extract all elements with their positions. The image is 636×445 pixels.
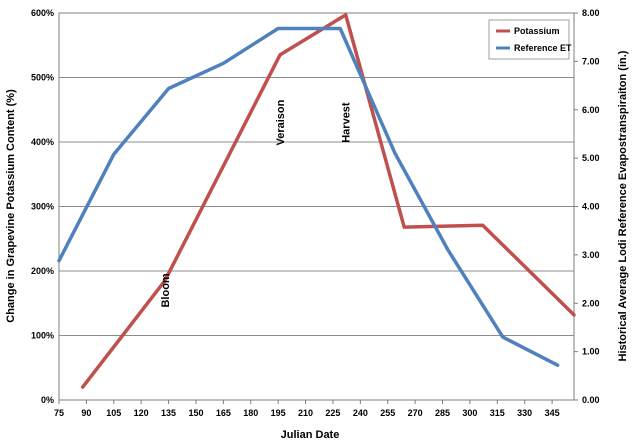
y-right-axis-ticks: 0.00 1.00 2.00 3.00 4.00 5.00 6.00 7.00 8.00 (574, 8, 600, 405)
x-axis-title: Julian Date (281, 429, 340, 441)
y-left-tick-label: 0% (41, 395, 54, 405)
x-tick-label: 120 (134, 408, 149, 418)
annotation-harvest: Harvest (341, 102, 353, 143)
x-tick-label: 195 (271, 408, 286, 418)
y-right-tick-label: 1.00 (582, 347, 600, 357)
x-tick-label: 165 (216, 408, 231, 418)
x-tick-label: 150 (188, 408, 203, 418)
annotation-bloom: Bloom (160, 273, 172, 307)
y-left-tick-label: 100% (31, 331, 54, 341)
y-left-axis-ticks: 0% 100% 200% 300% 400% 500% 600% (31, 8, 54, 405)
x-tick-label: 330 (517, 408, 532, 418)
x-tick-label: 210 (298, 408, 313, 418)
x-tick-label: 240 (353, 408, 368, 418)
legend-label-potassium: Potassium (514, 26, 560, 36)
y-left-tick-label: 500% (31, 73, 54, 83)
annotation-veraison: Veraison (275, 99, 287, 145)
x-tick-label: 105 (106, 408, 121, 418)
y-left-tick-label: 600% (31, 8, 54, 18)
y-right-tick-label: 8.00 (582, 8, 600, 18)
x-axis-ticks: 75 90 105 120 135 150 165 180 195 210 225 240 255 270… (54, 400, 560, 418)
x-tick-label: 180 (243, 408, 258, 418)
y-right-tick-label: 5.00 (582, 153, 600, 163)
x-tick-label: 270 (408, 408, 423, 418)
y-right-tick-label: 6.00 (582, 105, 600, 115)
y-left-tick-label: 300% (31, 202, 54, 212)
y-right-tick-label: 3.00 (582, 250, 600, 260)
x-tick-label: 75 (54, 408, 64, 418)
annotations: Bloom Veraison Harvest (160, 99, 353, 307)
series-lines (57, 13, 576, 389)
x-tick-label: 225 (325, 408, 340, 418)
y-left-tick-label: 400% (31, 137, 54, 147)
y-right-tick-label: 7.00 (582, 56, 600, 66)
x-tick-label: 255 (380, 408, 395, 418)
legend-label-reference-et: Reference ET (514, 43, 572, 53)
y-left-axis-title: Change in Grapevine Potassium Content (%… (5, 89, 17, 323)
x-tick-label: 345 (545, 408, 560, 418)
series-line-potassium (80, 13, 576, 389)
y-right-tick-label: 0.00 (582, 395, 600, 405)
legend-box (488, 19, 570, 60)
y-right-axis-title: Historical Average Lodi Reference Evapos… (617, 50, 629, 361)
x-tick-label: 135 (161, 408, 176, 418)
y-right-tick-label: 2.00 (582, 298, 600, 308)
x-tick-label: 315 (490, 408, 505, 418)
x-tick-label: 285 (435, 408, 450, 418)
x-tick-label: 300 (462, 408, 477, 418)
y-right-tick-label: 4.00 (582, 202, 600, 212)
y-left-tick-label: 200% (31, 266, 54, 276)
legend: Potassium Reference ET (488, 19, 572, 60)
x-tick-label: 90 (81, 408, 91, 418)
series-line-reference-et (57, 26, 560, 367)
